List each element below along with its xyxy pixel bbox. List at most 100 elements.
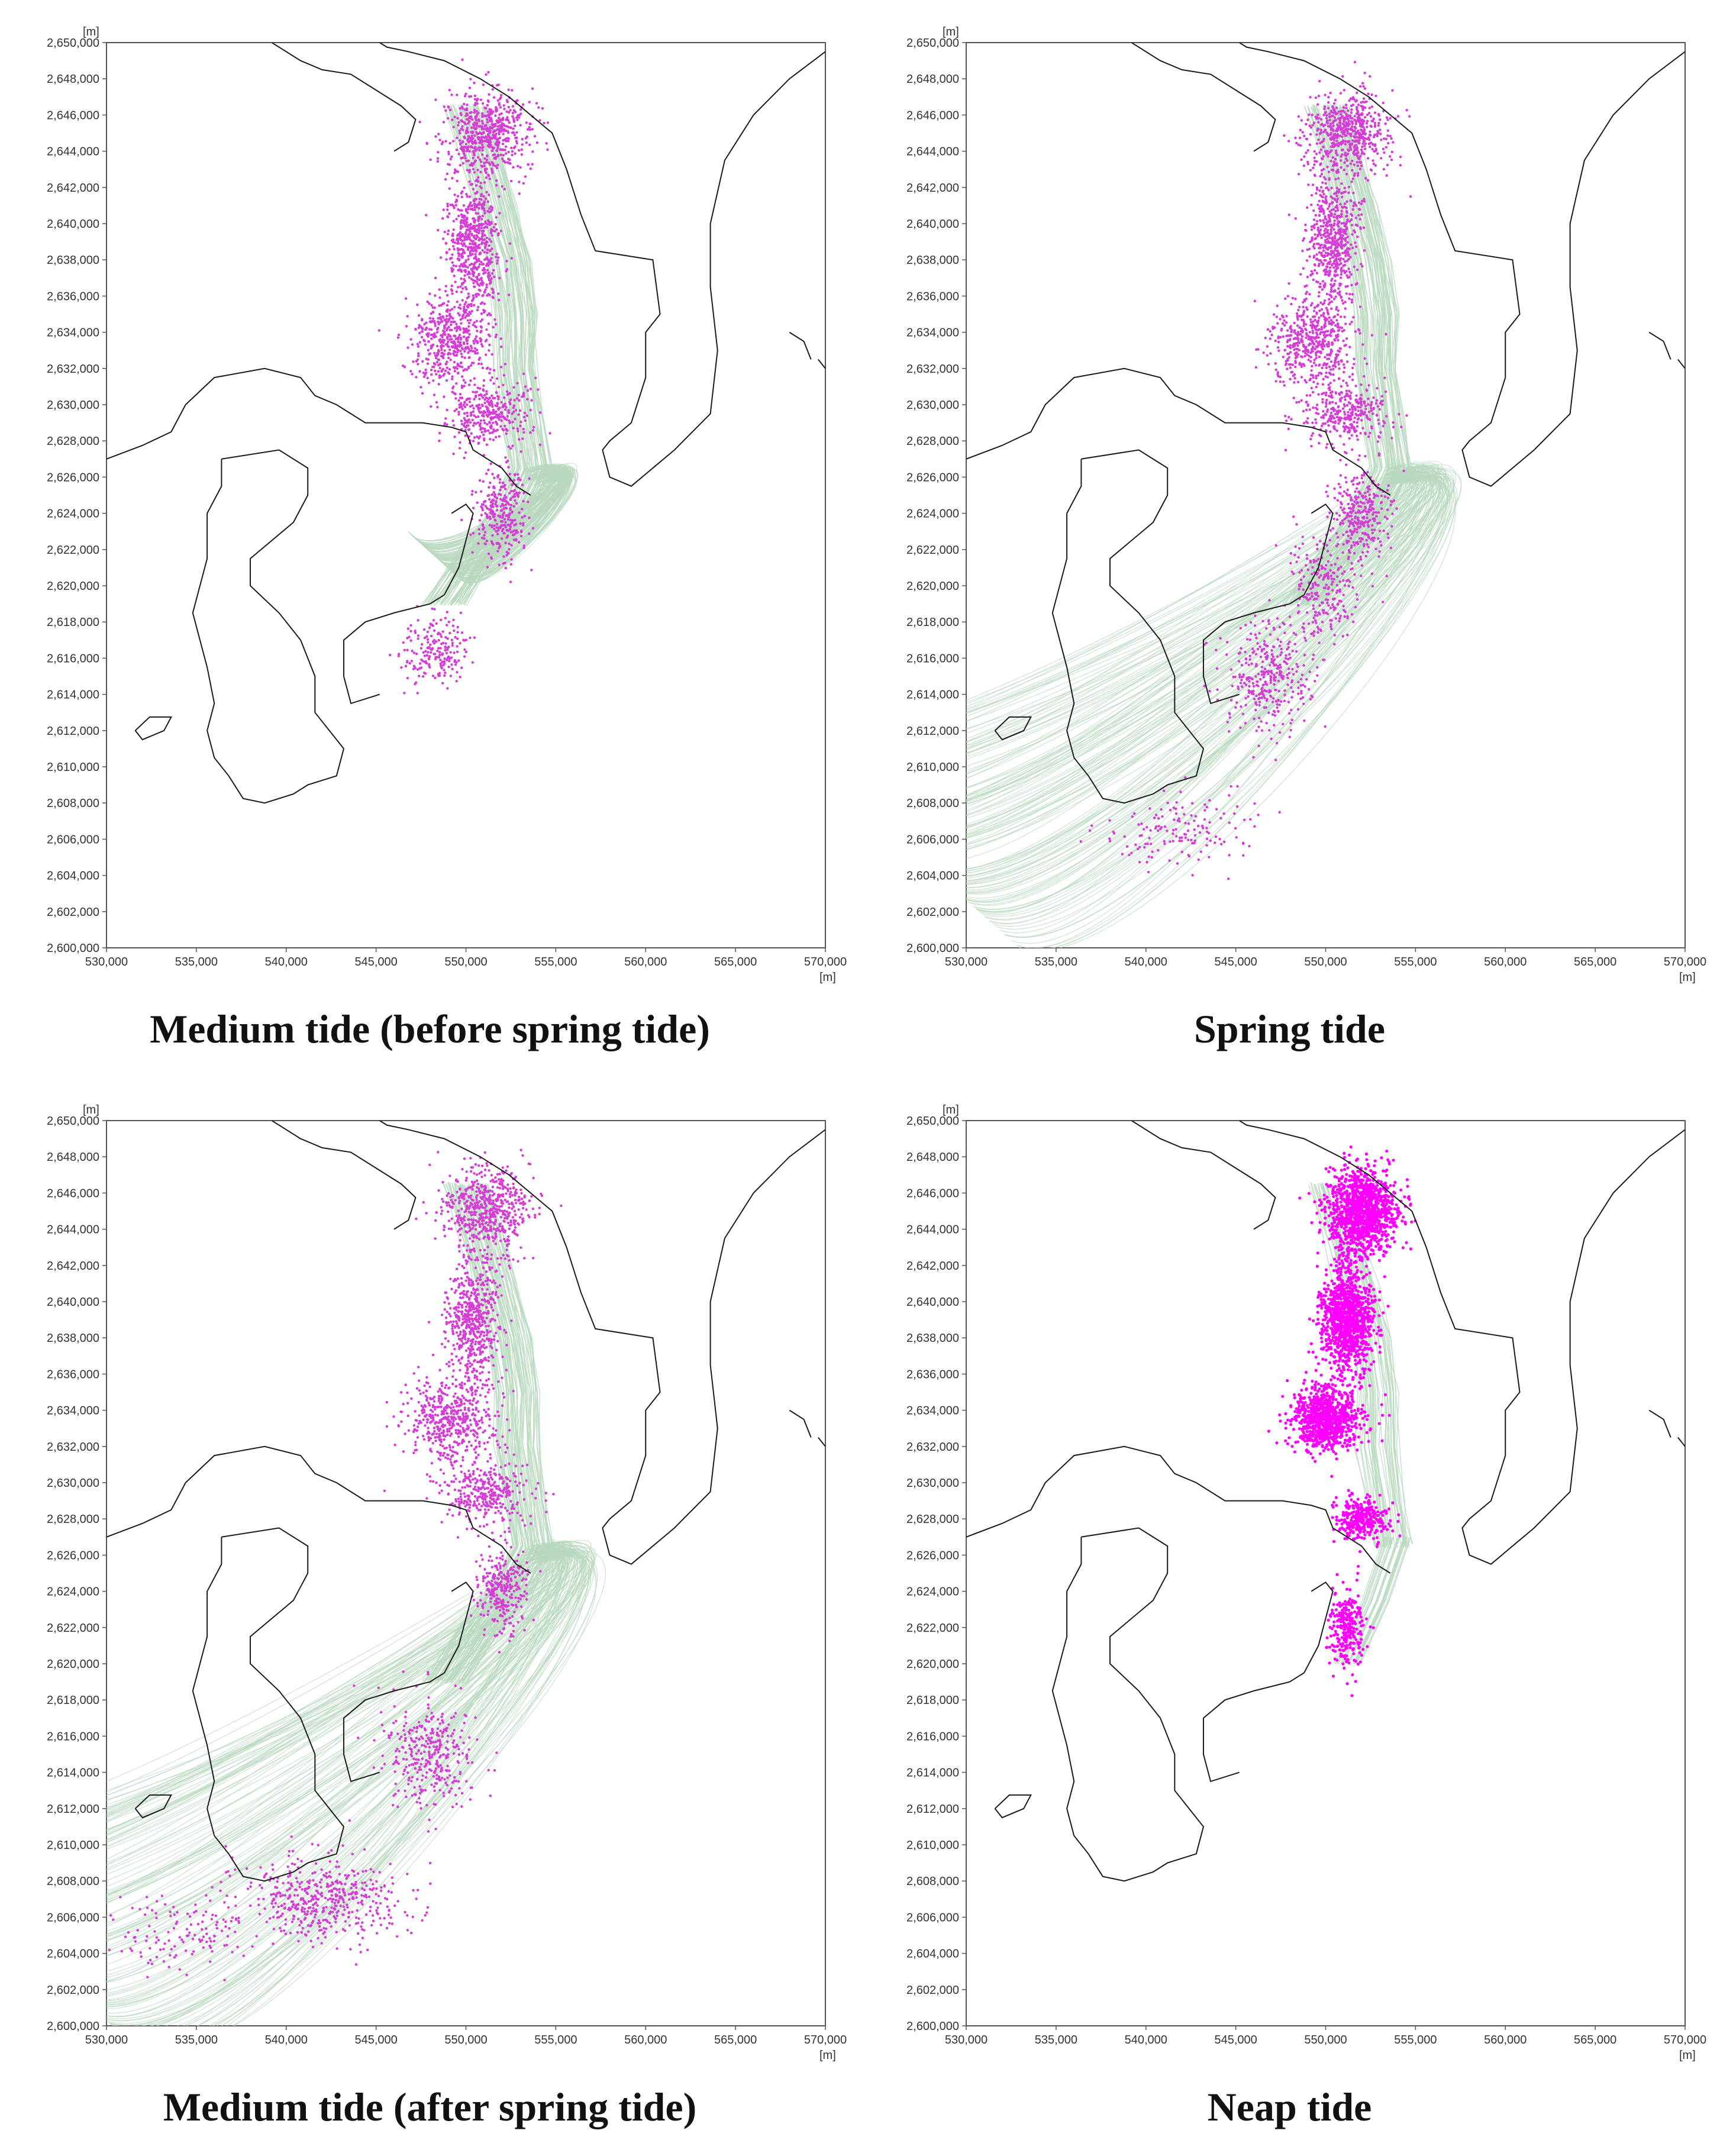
particle-dot [455, 353, 459, 357]
particle-dot [463, 146, 466, 149]
particle-dot [470, 134, 473, 138]
particle-dot [467, 351, 470, 354]
particle-dot [466, 195, 469, 198]
particle-dot [1283, 348, 1287, 351]
particle-dot [1351, 177, 1354, 180]
particle-dot [1348, 389, 1351, 393]
particle-dot [512, 404, 515, 407]
particle-dot [486, 110, 489, 113]
particle-dot [460, 419, 463, 422]
particle-dot [497, 298, 501, 302]
particle-dot [397, 333, 401, 337]
particle-dot [451, 375, 454, 378]
particle-dot [1327, 261, 1331, 264]
particle-dot [485, 396, 488, 399]
particle-dot [1321, 341, 1324, 344]
particle-dot [504, 456, 507, 459]
particle-dot [460, 518, 463, 522]
particle-dot [471, 489, 474, 493]
particle-dot [1287, 356, 1290, 359]
particle-dot [1327, 188, 1330, 192]
particle-dot [454, 280, 457, 283]
particle-dot [505, 418, 508, 421]
particle-dot [496, 541, 499, 544]
particle-dot [452, 220, 456, 222]
particle-dot [486, 269, 489, 272]
particle-dot [505, 267, 509, 271]
particle-dot [479, 158, 482, 162]
particle-dot [510, 257, 513, 260]
particle-dot [1327, 303, 1330, 306]
particle-dot [1300, 376, 1303, 379]
particle-dot [406, 346, 409, 349]
particle-dot [524, 419, 527, 422]
map-layer [966, 43, 1685, 948]
particle-dot [459, 164, 462, 167]
particle-dot [1334, 149, 1338, 152]
particle-dot [1315, 356, 1318, 360]
particle-dot [1287, 363, 1291, 366]
particle-dot [460, 242, 463, 245]
particle-dot [462, 379, 465, 382]
particle-dot [419, 325, 422, 328]
particle-dot [498, 478, 502, 481]
particle-dot [438, 288, 441, 291]
particle-dot [464, 143, 467, 146]
particle-dot [1332, 321, 1335, 324]
particle-dot [441, 630, 444, 633]
particle-dot [1358, 85, 1362, 88]
particle-dot [1356, 235, 1359, 238]
particle-dot [468, 263, 472, 267]
x-tick-label: 560,000 [1484, 956, 1527, 969]
y-tick-label: 2,632,000 [47, 363, 99, 376]
particle-dot [467, 140, 470, 144]
particle-dot [450, 155, 453, 159]
particle-dot [1329, 232, 1332, 235]
trajectory-line [1057, 480, 1456, 948]
particle-dot [1351, 139, 1354, 142]
particle-dot [476, 169, 479, 172]
particle-dot [1308, 113, 1311, 116]
particle-dot [485, 443, 489, 446]
particle-dot [412, 651, 416, 654]
particle-dot [475, 422, 477, 425]
particle-dot [1299, 273, 1302, 276]
particle-dot [505, 260, 508, 263]
particle-dot [449, 359, 452, 362]
particle-dot [1345, 360, 1349, 363]
particle-dot [427, 381, 431, 385]
particle-dot [484, 505, 488, 508]
particle-dot [484, 340, 488, 343]
particle-dot [434, 322, 437, 325]
particle-dot [462, 404, 465, 406]
particle-dot [1323, 259, 1326, 262]
particle-dot [1316, 280, 1319, 283]
particle-dot [1368, 138, 1371, 141]
trajectory-line [447, 475, 565, 575]
particle-dot [1308, 293, 1311, 296]
particle-dot [427, 340, 430, 343]
particle-dot [1320, 328, 1324, 331]
particle-dot [1285, 315, 1288, 318]
particle-dot [1349, 256, 1352, 259]
particle-dot [1386, 129, 1390, 132]
particle-dot [1396, 115, 1400, 118]
particle-dot [482, 230, 485, 233]
particle-dot [1376, 134, 1379, 138]
particle-dot [1386, 134, 1389, 137]
particle-dot [1351, 378, 1354, 382]
particle-dot [418, 662, 422, 665]
particle-dot [473, 208, 476, 211]
particle-dot [424, 672, 427, 675]
particle-dot [1315, 305, 1318, 308]
particle-dot [452, 341, 456, 344]
particle-dot [471, 217, 475, 220]
particle-dot [1322, 377, 1325, 381]
particle-dot [473, 127, 476, 130]
particle-dot [456, 247, 459, 250]
y-tick-label: 2,634,000 [906, 327, 959, 340]
particle-dot [1386, 163, 1389, 167]
particle-dot [495, 435, 498, 439]
particle-dot [1322, 114, 1325, 117]
particle-dot [1311, 390, 1315, 394]
